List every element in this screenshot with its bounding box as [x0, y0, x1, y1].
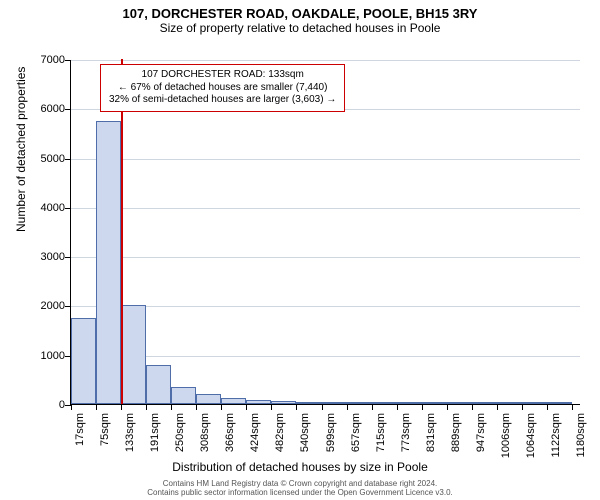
x-tick-label: 1064sqm [525, 413, 537, 458]
x-tick [196, 404, 197, 410]
x-tick-label: 75sqm [99, 413, 111, 446]
y-tick [65, 306, 71, 307]
y-tick-label: 1000 [41, 350, 65, 362]
chart-title-main: 107, DORCHESTER ROAD, OAKDALE, POOLE, BH… [0, 0, 600, 21]
x-tick [246, 404, 247, 410]
x-tick [497, 404, 498, 410]
histogram-bar [497, 402, 522, 404]
x-tick-label: 1122sqm [550, 413, 562, 457]
x-tick [522, 404, 523, 410]
callout-line-larger: 32% of semi-detached houses are larger (… [109, 94, 336, 107]
x-tick-label: 133sqm [124, 413, 136, 452]
histogram-bar [146, 365, 171, 404]
y-tick-label: 0 [59, 399, 65, 411]
x-tick [171, 404, 172, 410]
attribution-footer: Contains HM Land Registry data © Crown c… [0, 480, 600, 498]
histogram-bar [397, 402, 422, 404]
property-callout-box: 107 DORCHESTER ROAD: 133sqm ← 67% of det… [100, 64, 345, 112]
histogram-bar [372, 402, 397, 404]
x-tick-label: 773sqm [400, 413, 412, 452]
y-axis-label: Number of detached properties [14, 67, 28, 232]
y-tick [65, 60, 71, 61]
histogram-bar [322, 402, 347, 404]
x-tick-label: 657sqm [350, 413, 362, 452]
x-tick-label: 482sqm [274, 413, 286, 452]
histogram-bar [522, 402, 547, 404]
x-tick-label: 889sqm [450, 413, 462, 452]
histogram-bar [271, 401, 296, 404]
x-tick [121, 404, 122, 410]
x-tick-label: 540sqm [299, 413, 311, 452]
histogram-plot-area [70, 60, 580, 405]
x-tick [96, 404, 97, 410]
histogram-bar [246, 400, 271, 404]
histogram-bar [71, 318, 96, 404]
histogram-bar [121, 305, 146, 404]
y-tick-label: 3000 [41, 251, 65, 263]
histogram-bar [347, 402, 372, 404]
x-tick [422, 404, 423, 410]
gridline [71, 208, 580, 209]
x-tick [146, 404, 147, 410]
y-tick [65, 257, 71, 258]
x-tick [271, 404, 272, 410]
footer-line-licence: Contains public sector information licen… [0, 489, 600, 498]
histogram-bar [296, 402, 321, 404]
x-tick [296, 404, 297, 410]
y-tick [65, 109, 71, 110]
x-tick [547, 404, 548, 410]
x-tick [572, 404, 573, 410]
y-tick-label: 4000 [41, 202, 65, 214]
y-tick [65, 159, 71, 160]
x-tick-label: 599sqm [325, 413, 337, 452]
x-tick-label: 250sqm [174, 413, 186, 452]
y-tick-label: 2000 [41, 300, 65, 312]
x-tick-label: 17sqm [74, 413, 86, 446]
y-tick-label: 7000 [41, 54, 65, 66]
y-tick [65, 208, 71, 209]
x-tick-label: 715sqm [375, 413, 387, 452]
histogram-bar [422, 402, 447, 404]
histogram-bar [221, 398, 246, 404]
y-tick-label: 5000 [41, 153, 65, 165]
gridline [71, 306, 580, 307]
callout-line-smaller: ← 67% of detached houses are smaller (7,… [109, 82, 336, 95]
x-tick-label: 366sqm [224, 413, 236, 452]
x-tick [322, 404, 323, 410]
gridline [71, 257, 580, 258]
chart-title-sub: Size of property relative to detached ho… [0, 21, 600, 35]
callout-line-property: 107 DORCHESTER ROAD: 133sqm [109, 69, 336, 82]
x-tick [372, 404, 373, 410]
gridline [71, 60, 580, 61]
x-tick-label: 191sqm [149, 413, 161, 452]
x-tick [71, 404, 72, 410]
x-tick-label: 1180sqm [575, 413, 587, 457]
x-tick [472, 404, 473, 410]
gridline [71, 356, 580, 357]
x-tick-label: 424sqm [249, 413, 261, 452]
histogram-bar [96, 121, 121, 404]
x-tick-label: 831sqm [425, 413, 437, 452]
x-tick [447, 404, 448, 410]
x-axis-label: Distribution of detached houses by size … [0, 460, 600, 474]
x-tick-label: 947sqm [475, 413, 487, 452]
x-tick [397, 404, 398, 410]
gridline [71, 159, 580, 160]
histogram-bar [547, 402, 572, 404]
histogram-bar [196, 394, 221, 404]
x-tick-label: 1006sqm [500, 413, 512, 458]
x-tick [347, 404, 348, 410]
histogram-bar [472, 402, 497, 404]
histogram-bar [447, 402, 472, 404]
x-tick-label: 308sqm [199, 413, 211, 452]
y-tick-label: 6000 [41, 103, 65, 115]
histogram-bar [171, 387, 196, 404]
x-tick [221, 404, 222, 410]
